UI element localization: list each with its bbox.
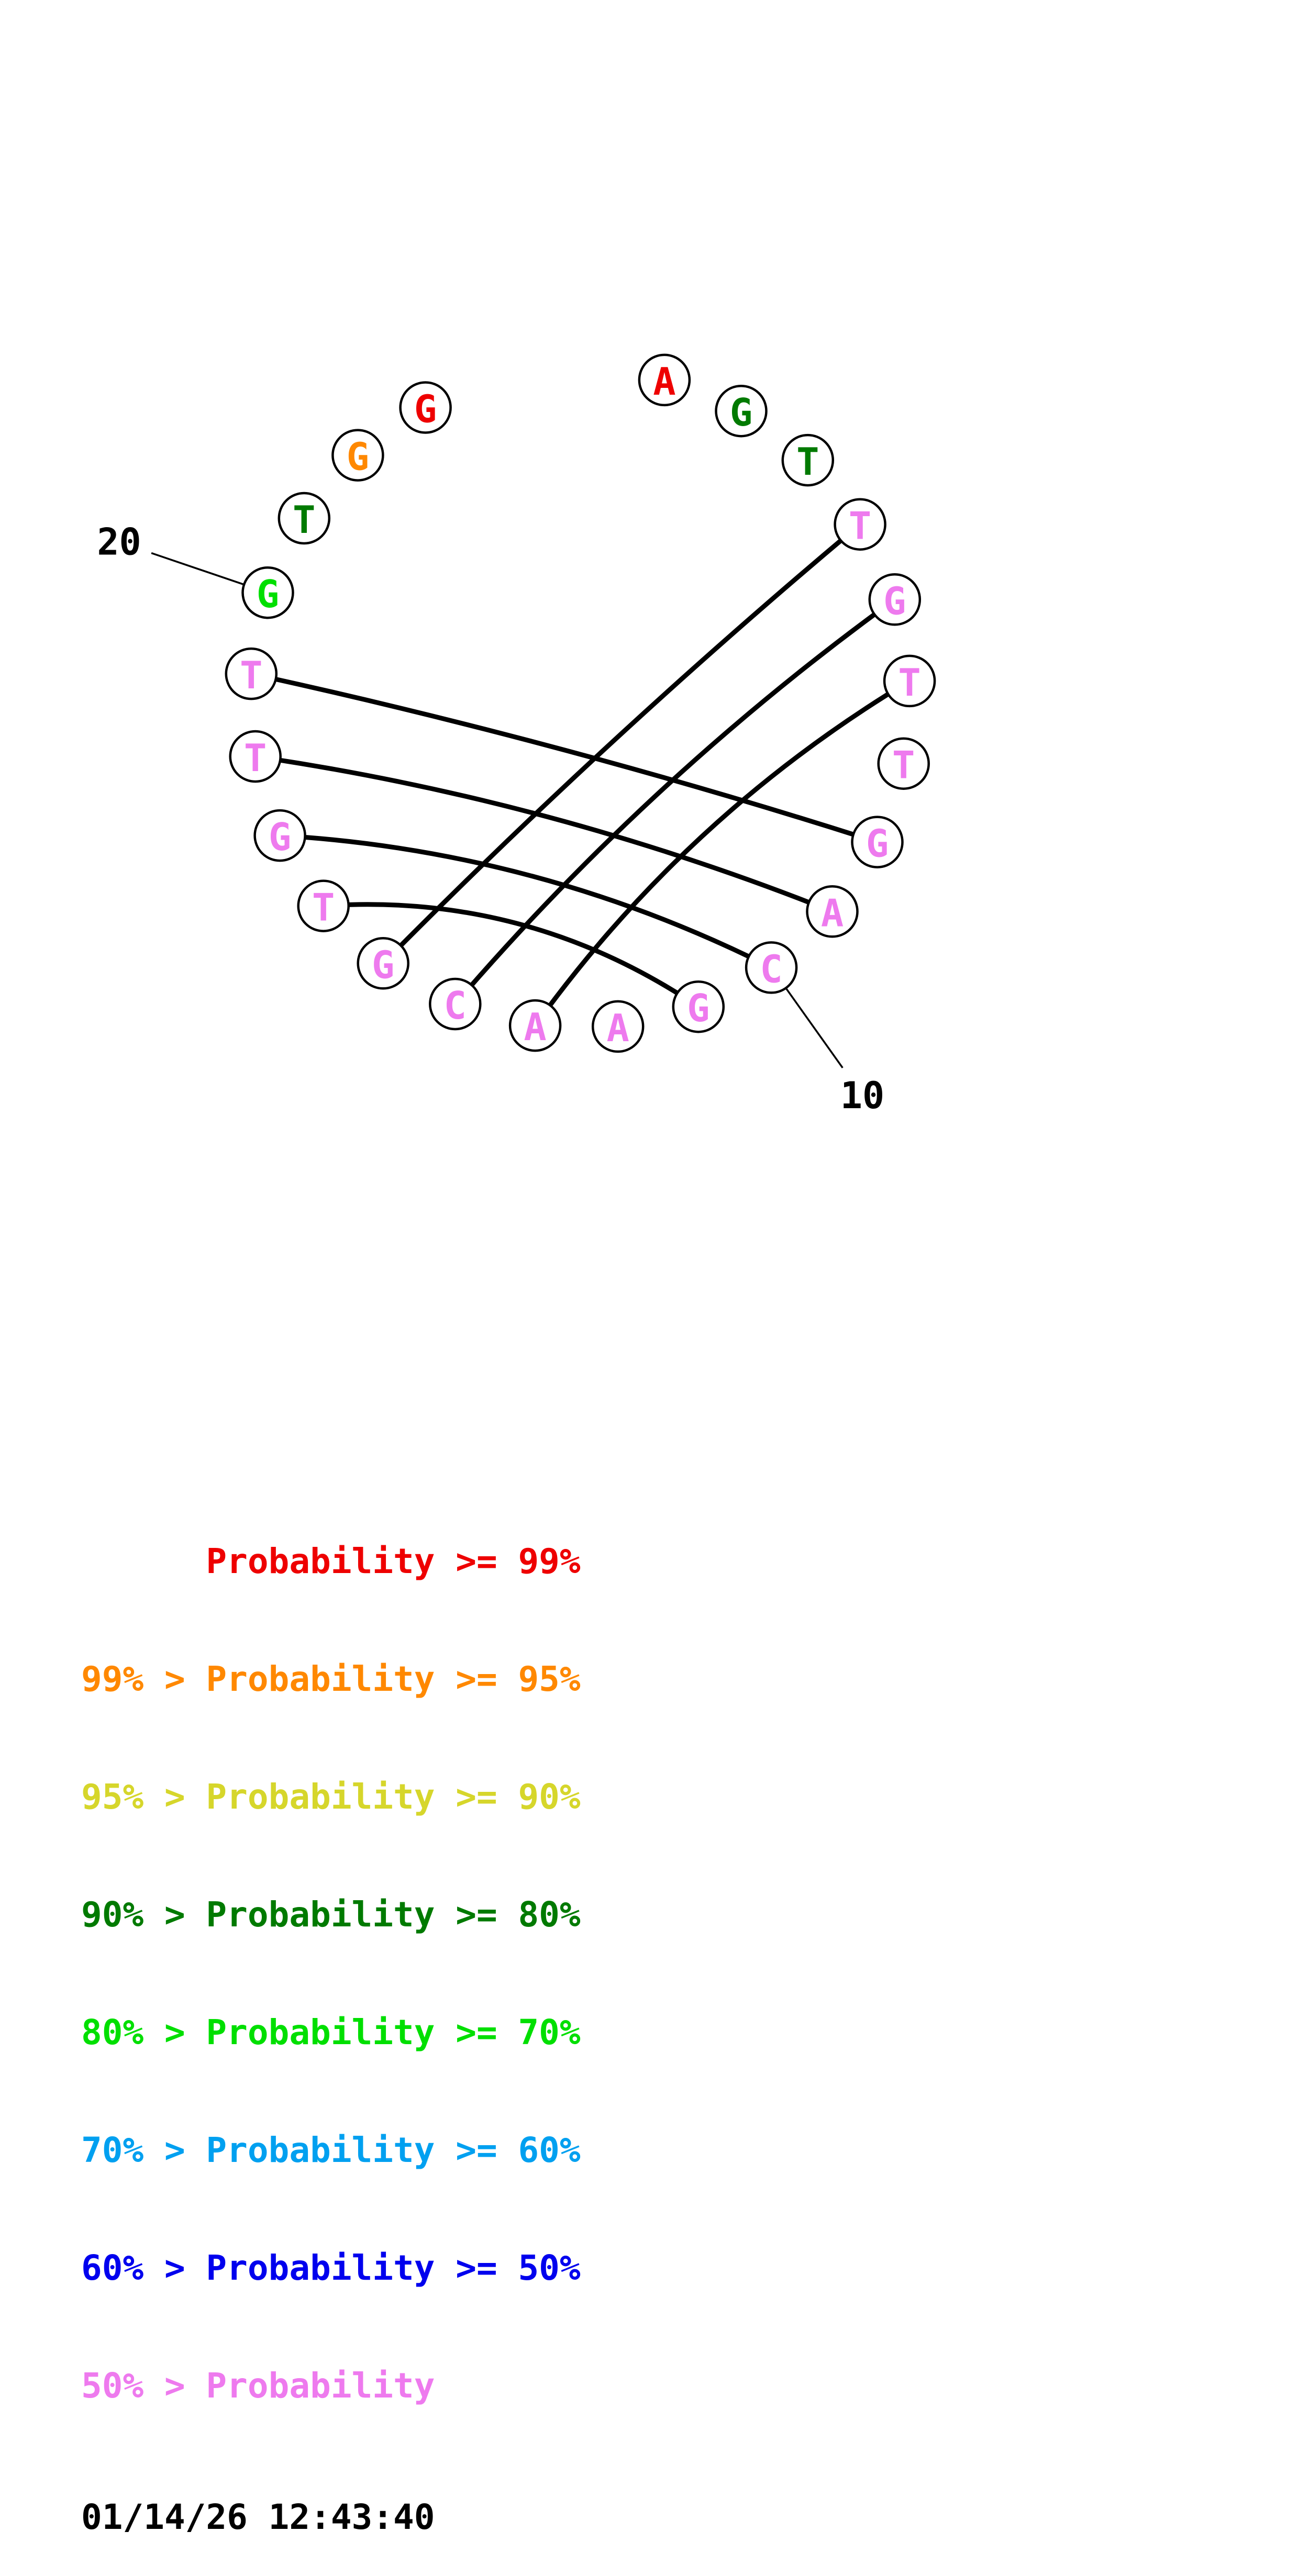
nucleotide-letter: A — [653, 360, 675, 404]
pair-arc-9-18 — [253, 754, 835, 914]
nucleotide-letter: G — [883, 579, 906, 623]
nucleotide-circle — [331, 429, 384, 482]
nucleotide-circle — [834, 498, 886, 551]
pair-arc-4-15 — [381, 522, 863, 966]
nucleotide-8: G — [851, 816, 904, 868]
nucleotide-circle — [241, 566, 294, 619]
nucleotide-15: G — [357, 937, 409, 990]
nucleotide-letter: G — [687, 986, 709, 1030]
nucleotide-circle — [868, 573, 922, 626]
nucleotide-letter: G — [372, 943, 394, 987]
nucleotide-10: C — [745, 941, 798, 994]
nucleotide-circle — [357, 937, 409, 990]
probability-legend: Probability >= 99% 99% > Probability >= … — [81, 1463, 581, 2576]
nucleotide-23: G — [399, 381, 452, 434]
nucleotide-circle — [297, 879, 350, 932]
nucleotide-letter: G — [866, 822, 889, 866]
nucleotide-22: G — [331, 429, 384, 482]
nucleotide-11: G — [672, 980, 725, 1033]
nucleotide-17: G — [253, 809, 306, 862]
nucleotide-14: C — [429, 977, 482, 1031]
nucleotide-20: G — [241, 566, 294, 619]
nucleotide-letter: G — [414, 387, 437, 431]
nucleotide-circle — [399, 381, 452, 434]
nucleotide-letter: A — [607, 1006, 629, 1050]
nucleotide-letter: T — [293, 498, 315, 542]
nucleotide-circle — [806, 885, 859, 938]
legend-row-90-95: 95% > Probability >= 90% — [81, 1777, 581, 1817]
nucleotide-letter: G — [257, 572, 279, 616]
legend-row-80-90: 90% > Probability >= 80% — [81, 1894, 581, 1935]
legend-row-lt-50: 50% > Probability — [81, 2366, 435, 2406]
index-label-10: 10 — [840, 1074, 884, 1117]
nucleotide-circle — [229, 730, 282, 783]
legend-row-ge-99: Probability >= 99% — [81, 1541, 581, 1581]
nucleotide-letter: T — [796, 440, 819, 484]
nucleotide-letter: G — [347, 435, 369, 479]
nucleotide-circle — [429, 977, 482, 1031]
nucleotide-circle — [877, 737, 930, 790]
nucleotide-2: G — [715, 384, 768, 438]
nucleotide-circle — [508, 999, 562, 1052]
nucleotide-letter: T — [244, 736, 267, 780]
nucleotide-19: T — [225, 647, 278, 700]
nucleotide-letter: T — [312, 886, 335, 930]
timestamp: 01/14/26 12:43:40 — [81, 2497, 435, 2537]
nucleotide-circle — [781, 433, 835, 487]
nucleotide-letter: T — [898, 661, 920, 705]
nucleotide-circle — [278, 492, 331, 545]
nucleotide-circle — [591, 1000, 645, 1053]
nucleotide-6: T — [883, 654, 936, 708]
nucleotide-13: A — [508, 999, 562, 1052]
nucleotide-18: T — [229, 730, 282, 783]
nucleotide-1: A — [638, 353, 691, 407]
nucleotide-7: T — [877, 737, 930, 790]
nucleotide-letter: T — [849, 504, 871, 548]
nucleotide-12: A — [591, 1000, 645, 1053]
nucleotide-letter: A — [524, 1005, 546, 1049]
nucleotide-circle — [715, 384, 768, 438]
nucleotide-letter: T — [240, 653, 262, 697]
nucleotide-9: A — [806, 885, 859, 938]
nucleotide-5: G — [868, 573, 922, 626]
pair-arc-6-13 — [532, 678, 912, 1028]
nucleotide-circle — [638, 353, 691, 407]
nucleotide-circle — [851, 816, 904, 868]
nucleotide-circle — [225, 647, 278, 700]
pair-arc-5-14 — [452, 597, 897, 1007]
nucleotide-letter: G — [730, 391, 752, 434]
nucleotide-3: T — [781, 433, 835, 487]
nucleotide-circle — [672, 980, 725, 1033]
nucleotide-16: T — [297, 879, 350, 932]
nucleotide-letter: C — [444, 984, 467, 1028]
nucleotide-4: T — [834, 498, 886, 551]
index-pointer-line-10 — [785, 987, 844, 1068]
pair-arc-10-17 — [278, 833, 774, 970]
index-label-20: 20 — [97, 521, 141, 564]
nucleotide-letter: G — [269, 815, 291, 859]
pair-arc-8-19 — [249, 671, 880, 845]
nucleotide-circle — [883, 654, 936, 708]
pair-arc-11-16 — [321, 902, 701, 1009]
nucleotide-circle — [745, 941, 798, 994]
nucleotide-letter: C — [760, 947, 782, 991]
legend-row-95-99: 99% > Probability >= 95% — [81, 1659, 581, 1699]
nucleotide-letter: T — [892, 743, 915, 787]
legend-row-70-80: 80% > Probability >= 70% — [81, 2012, 581, 2053]
nucleotide-letter: A — [821, 891, 844, 935]
nucleotide-21: T — [278, 492, 331, 545]
index-pointer-line-20 — [151, 552, 245, 586]
nucleotide-circle — [253, 809, 306, 862]
legend-row-60-70: 70% > Probability >= 60% — [81, 2130, 581, 2170]
legend-row-50-60: 60% > Probability >= 50% — [81, 2248, 581, 2288]
